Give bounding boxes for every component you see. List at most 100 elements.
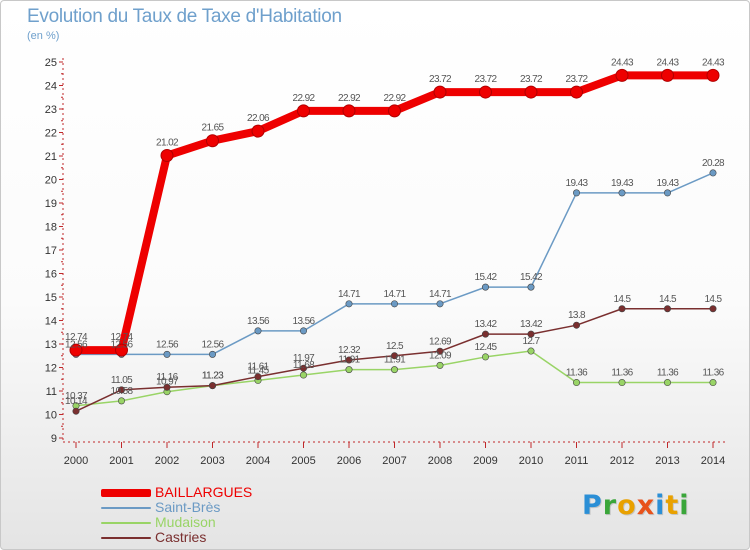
data-label: 13.42	[520, 319, 543, 330]
y-tick-label: 18	[45, 222, 57, 234]
data-point	[388, 104, 401, 118]
data-point	[524, 85, 538, 99]
data-point	[118, 397, 126, 405]
data-point	[118, 386, 126, 394]
data-label: 11.36	[611, 368, 633, 379]
y-tick-label: 9	[51, 433, 57, 445]
y-axis-unit: (en %)	[27, 30, 60, 42]
data-label: 19.43	[565, 178, 588, 189]
x-tick-label: 2002	[155, 455, 179, 467]
data-point	[709, 305, 717, 313]
data-point	[163, 383, 171, 391]
data-point	[436, 300, 444, 308]
x-tick-label: 2001	[109, 455, 133, 467]
data-point	[706, 68, 720, 82]
data-label: 20.28	[702, 158, 725, 169]
data-label: 12.32	[338, 345, 361, 356]
legend-swatch	[101, 522, 151, 524]
x-tick-label: 2003	[200, 455, 224, 467]
data-label: 12.56	[65, 339, 88, 350]
data-point	[115, 343, 128, 357]
x-tick-label: 2008	[428, 455, 452, 467]
legend-swatch	[101, 507, 151, 509]
data-point	[209, 350, 217, 358]
data-point	[299, 327, 307, 335]
data-point	[618, 305, 626, 313]
data-label: 12.7	[522, 336, 540, 347]
data-label: 12.09	[429, 350, 452, 361]
data-point	[299, 364, 307, 372]
series-line-saint-br-s	[75, 172, 714, 356]
data-point	[481, 330, 489, 338]
data-point	[481, 353, 489, 361]
data-point	[663, 189, 671, 197]
data-label: 11.45	[247, 365, 269, 376]
data-label: 11.23	[202, 371, 224, 382]
y-tick-label: 16	[45, 269, 57, 281]
y-tick-label: 25	[45, 57, 57, 69]
x-tick-label: 2009	[473, 455, 497, 467]
data-label: 14.5	[659, 294, 677, 305]
data-point	[299, 371, 307, 379]
data-point	[345, 366, 353, 374]
data-point	[390, 366, 398, 374]
data-label: 11.68	[293, 360, 315, 371]
data-point	[297, 104, 310, 118]
legend-label: Saint-Brès	[155, 499, 221, 515]
data-label: 12.5	[386, 341, 404, 352]
data-point	[527, 347, 535, 355]
data-point	[254, 373, 262, 381]
data-point	[572, 321, 580, 329]
data-point	[527, 283, 535, 291]
data-point	[436, 361, 444, 369]
legend-swatch	[101, 489, 151, 497]
data-label: 11.36	[566, 368, 588, 379]
data-label: 12.69	[429, 336, 452, 347]
data-point	[663, 379, 671, 387]
x-tick-label: 2004	[246, 455, 270, 467]
data-label: 11.91	[384, 355, 406, 366]
data-label: 10.58	[110, 386, 133, 397]
data-point	[69, 343, 83, 357]
data-label: 22.92	[292, 93, 315, 104]
data-point	[527, 330, 535, 338]
data-label: 10.97	[156, 377, 179, 388]
data-point	[709, 379, 717, 387]
y-tick-label: 24	[45, 81, 57, 93]
data-label: 23.72	[520, 74, 543, 85]
data-label: 11.36	[702, 368, 724, 379]
data-point	[663, 305, 671, 313]
data-point	[618, 379, 626, 387]
data-label: 14.71	[383, 289, 406, 300]
data-point	[479, 85, 492, 99]
data-point	[209, 382, 217, 390]
y-tick-label: 23	[45, 104, 57, 116]
data-point	[572, 379, 580, 387]
data-label: 24.43	[702, 57, 725, 68]
data-point	[481, 283, 489, 291]
y-tick-label: 17	[45, 245, 57, 257]
data-point	[72, 407, 80, 415]
data-label: 13.56	[247, 316, 270, 327]
data-label: 15.42	[520, 272, 543, 283]
data-label: 22.92	[383, 93, 406, 104]
data-label: 13.8	[568, 310, 586, 321]
data-point	[570, 85, 583, 99]
x-tick-label: 2012	[610, 455, 634, 467]
y-tick-label: 10	[45, 410, 57, 422]
data-point	[206, 134, 219, 148]
data-label: 13.56	[292, 316, 315, 327]
data-label: 12.56	[156, 339, 179, 350]
data-label: 14.71	[429, 289, 452, 300]
data-label: 11.23	[202, 371, 224, 382]
y-tick-label: 14	[45, 316, 57, 328]
data-label: 19.43	[611, 178, 634, 189]
data-point	[433, 85, 447, 99]
data-label: 12.74	[65, 332, 88, 343]
data-point	[342, 104, 356, 118]
x-tick-label: 2007	[382, 455, 406, 467]
data-point	[618, 189, 626, 197]
data-label: 11.16	[156, 372, 178, 383]
data-label: 13.42	[474, 319, 497, 330]
